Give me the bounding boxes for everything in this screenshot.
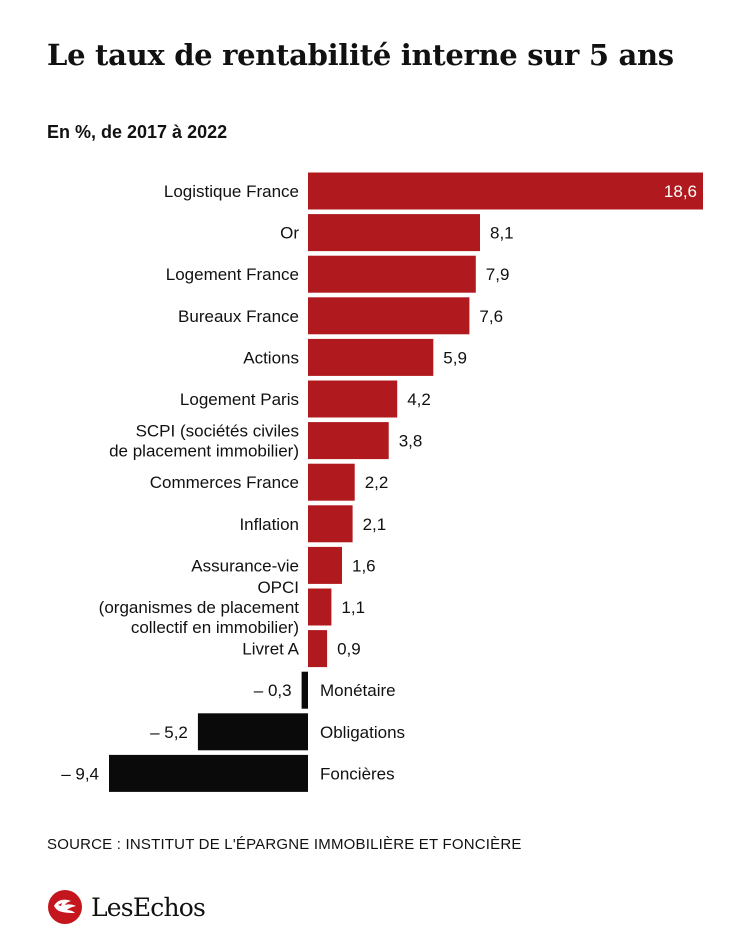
category-label-line: Assurance-vie [191, 556, 299, 575]
chart-subtitle: En %, de 2017 à 2022 [47, 122, 228, 142]
category-label-line: Commerces France [150, 473, 299, 492]
category-label: Actions [243, 348, 299, 367]
category-label-line: Logement Paris [180, 390, 299, 409]
category-label-line: Bureaux France [178, 307, 299, 326]
bar-value-label: 4,2 [407, 390, 431, 409]
category-label: Logistique France [164, 182, 299, 201]
category-label-line: (organismes de placement [99, 598, 300, 617]
bar-value-label: 5,9 [443, 348, 467, 367]
category-label-line: de placement immobilier) [109, 442, 299, 461]
les-echos-logo-icon [48, 890, 82, 924]
category-label: Livret A [242, 640, 299, 659]
category-label: Bureaux France [178, 307, 299, 326]
bar [308, 380, 398, 418]
bar [301, 671, 308, 709]
category-label-line: OPCI [257, 578, 299, 597]
category-label: OPCI (organismes de placement collectif en… [99, 578, 300, 637]
bar [308, 297, 470, 335]
brand: LesEchos [47, 887, 206, 927]
bar [308, 505, 353, 543]
category-label: Commerces France [150, 473, 299, 492]
bar [308, 338, 434, 376]
brand-name: LesEchos [91, 892, 206, 922]
category-label-line: Monétaire [320, 681, 396, 700]
category-label: Foncières [320, 764, 395, 783]
bar-value-label: 0,9 [337, 640, 361, 659]
bar-value-label: 7,9 [486, 265, 510, 284]
bar-value-label: – 5,2 [150, 723, 188, 742]
bar [308, 630, 328, 668]
bar [109, 754, 308, 792]
chart-title: Le taux de rentabilité interne sur 5 ans [47, 38, 674, 72]
category-label: Monétaire [320, 681, 396, 700]
bar-value-label: 1,6 [352, 556, 376, 575]
bar-value-label: 8,1 [490, 224, 514, 243]
category-label-line: Obligations [320, 723, 405, 742]
category-label-line: Foncières [320, 764, 395, 783]
category-label-line: collectif en immobilier) [131, 618, 299, 637]
source-note: SOURCE : INSTITUT DE L'ÉPARGNE IMMOBILIÈ… [47, 836, 522, 853]
bar [308, 214, 480, 252]
bar [308, 172, 703, 210]
bar [308, 588, 332, 626]
bar-value-label: 2,2 [365, 473, 389, 492]
bar-value-label: 18,6 [664, 182, 697, 201]
bar [308, 463, 355, 501]
category-label: Logement Paris [180, 390, 299, 409]
category-label-line: Actions [243, 348, 299, 367]
bar-value-label: – 9,4 [61, 764, 99, 783]
category-label: Assurance-vie [191, 556, 299, 575]
category-label: Or [280, 224, 299, 243]
category-label: SCPI (sociétés civiles de placement immob… [109, 422, 299, 461]
category-label-line: Or [280, 224, 299, 243]
bar [308, 546, 342, 584]
bar [308, 255, 476, 293]
category-label-line: Livret A [242, 640, 299, 659]
category-label-line: Logement France [166, 265, 299, 284]
category-label-line: Inflation [239, 515, 299, 534]
bar-value-label: 3,8 [399, 432, 423, 451]
bar-value-label: – 0,3 [254, 681, 292, 700]
bar-value-label: 2,1 [363, 515, 387, 534]
category-label: Obligations [320, 723, 405, 742]
category-label-line: SCPI (sociétés civiles [136, 422, 299, 441]
category-label: Logement France [166, 265, 299, 284]
category-label: Inflation [239, 515, 299, 534]
bar-value-label: 7,6 [479, 307, 503, 326]
category-label-line: Logistique France [164, 182, 299, 201]
bar [197, 713, 308, 751]
bar [308, 422, 389, 460]
bar-value-label: 1,1 [341, 598, 365, 617]
